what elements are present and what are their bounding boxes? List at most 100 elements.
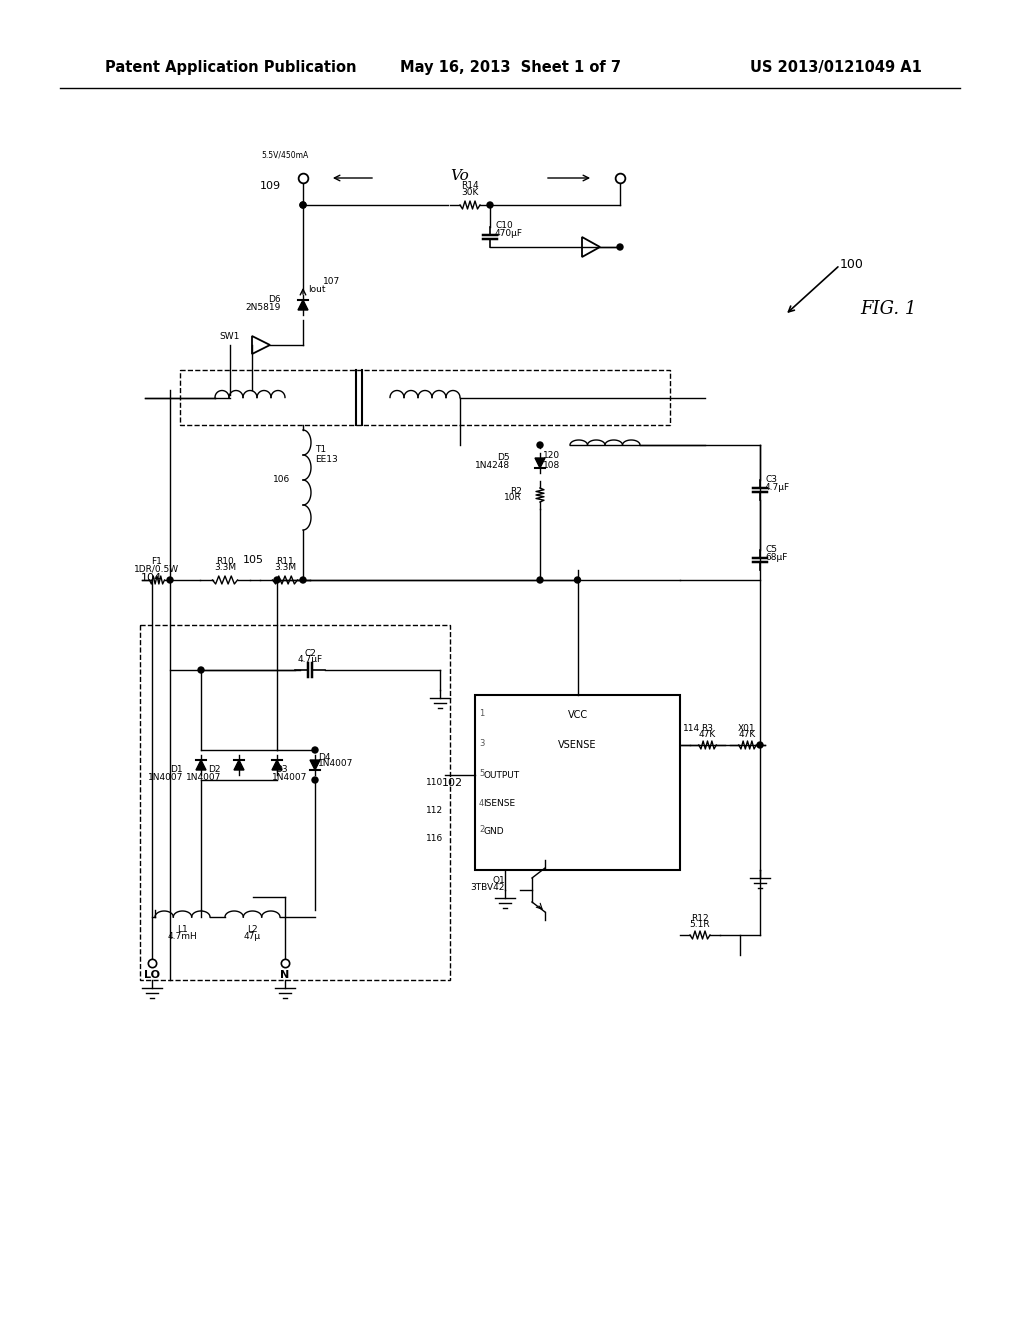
Text: 47K: 47K [738,730,756,739]
Text: May 16, 2013  Sheet 1 of 7: May 16, 2013 Sheet 1 of 7 [400,59,621,75]
Text: C10: C10 [495,220,513,230]
Polygon shape [234,760,244,770]
Text: FIG. 1: FIG. 1 [860,300,916,318]
Text: SW1: SW1 [220,333,241,341]
Text: 102: 102 [442,777,463,788]
Text: D5: D5 [498,454,510,462]
Bar [475,696,680,870]
Text: 5.5V/450mA: 5.5V/450mA [261,150,308,160]
Text: 3.3M: 3.3M [214,564,237,572]
Text: 47K: 47K [698,730,716,739]
Text: LO: LO [144,970,160,979]
Text: L2: L2 [247,925,258,935]
Text: 109: 109 [260,181,281,191]
Text: Iout: Iout [308,285,326,293]
Text: D6: D6 [268,296,281,305]
Text: D2: D2 [209,766,221,775]
Text: 3TBV42: 3TBV42 [471,883,505,891]
Circle shape [312,777,318,783]
Text: OUTPUT: OUTPUT [483,771,519,780]
Text: Q1: Q1 [493,875,505,884]
Text: L1: L1 [177,925,187,935]
Text: 2: 2 [479,825,484,834]
Text: 114: 114 [683,723,700,733]
Text: D1: D1 [170,766,183,775]
Text: 110: 110 [426,777,443,787]
Text: 30K: 30K [462,187,478,197]
Bar [180,370,670,425]
Text: 2N5819: 2N5819 [246,304,281,313]
Text: GND: GND [483,826,504,836]
Circle shape [312,747,318,752]
Text: 116: 116 [426,834,443,843]
Text: Vo: Vo [451,169,469,183]
Text: 1N4007: 1N4007 [318,759,353,768]
Circle shape [487,202,493,209]
Text: 1DR/0.5W: 1DR/0.5W [134,564,179,573]
Text: 1: 1 [479,709,484,718]
Text: 68µF: 68µF [765,553,787,561]
Text: F1: F1 [152,557,163,566]
Text: 100: 100 [840,257,864,271]
Text: 4.7mH: 4.7mH [168,932,198,941]
Circle shape [274,577,280,583]
Circle shape [757,742,763,748]
Circle shape [300,202,306,209]
Text: 4.7µF: 4.7µF [297,655,323,664]
Text: Patent Application Publication: Patent Application Publication [105,59,356,75]
Text: 1N4248: 1N4248 [475,462,510,470]
Text: C3: C3 [765,475,777,484]
Text: R10: R10 [216,557,233,566]
Text: 4.7µF: 4.7µF [765,483,791,491]
Polygon shape [272,760,282,770]
Text: T1: T1 [315,446,326,454]
Polygon shape [298,300,308,310]
Text: EE13: EE13 [315,455,338,465]
Circle shape [167,577,173,583]
Text: 112: 112 [426,807,443,814]
Text: 3.3M: 3.3M [274,564,296,572]
Text: R14: R14 [461,181,479,190]
Text: X01: X01 [738,723,756,733]
Text: ISENSE: ISENSE [483,799,515,808]
Circle shape [574,577,581,583]
Circle shape [198,667,204,673]
Text: R2: R2 [510,487,522,495]
Text: R12: R12 [691,913,709,923]
Text: D3: D3 [275,766,288,775]
Text: 10R: 10R [504,494,522,503]
Polygon shape [310,760,319,770]
Circle shape [537,577,543,583]
Polygon shape [196,760,206,770]
Text: 106: 106 [273,475,290,484]
Text: 5.1R: 5.1R [690,920,711,929]
Text: 105: 105 [243,554,264,565]
Text: D4: D4 [318,752,331,762]
Text: 108: 108 [543,462,560,470]
Polygon shape [535,458,545,469]
Text: 1N4007: 1N4007 [272,772,307,781]
Text: 3: 3 [479,738,484,747]
Text: C5: C5 [765,545,777,554]
Text: 47µ: 47µ [244,932,261,941]
Circle shape [617,244,623,249]
Text: VSENSE: VSENSE [558,741,597,750]
Circle shape [300,577,306,583]
Text: R11: R11 [276,557,294,566]
Text: C2: C2 [304,649,316,657]
Circle shape [300,202,306,209]
Text: 120: 120 [543,450,560,459]
Text: N: N [281,970,290,979]
Text: VCC: VCC [567,710,588,719]
Circle shape [537,442,543,447]
Text: 104: 104 [141,573,162,583]
Text: 470µF: 470µF [495,228,523,238]
Bar [140,624,450,979]
Text: US 2013/0121049 A1: US 2013/0121049 A1 [750,59,922,75]
Text: 1N4007: 1N4007 [147,772,183,781]
Text: 107: 107 [323,276,340,285]
Text: 5: 5 [479,768,484,777]
Text: 4: 4 [479,799,484,808]
Text: R3: R3 [701,723,713,733]
Text: 1N4007: 1N4007 [185,772,221,781]
